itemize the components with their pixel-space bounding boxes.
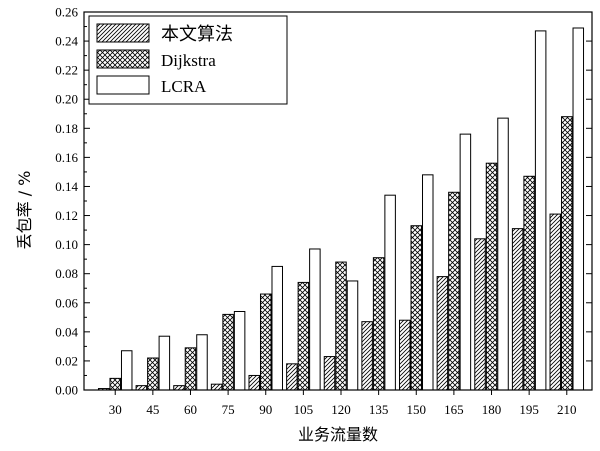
bar-dijkstra: [335, 261, 347, 391]
bar-lcra: [572, 27, 585, 391]
bar-lcra: [309, 248, 321, 391]
bar-lcra: [158, 335, 171, 391]
bar-benwen: [511, 228, 524, 391]
bar-lcra: [497, 117, 509, 391]
x-tick-label: 105: [294, 402, 314, 417]
bar-benwen: [135, 385, 148, 391]
bar-benwen: [436, 276, 449, 391]
y-axis-label: 丢包率 / %: [15, 171, 34, 250]
y-tick-label: 0.10: [55, 237, 78, 252]
x-tick-label: 195: [519, 402, 539, 417]
bar-dijkstra: [184, 347, 197, 391]
x-tick-label: 165: [444, 402, 464, 417]
x-tick-label: 150: [407, 402, 427, 417]
bar-lcra: [120, 350, 133, 391]
x-tick-label: 45: [146, 402, 159, 417]
y-tick-label: 0.24: [55, 34, 78, 49]
bar-dijkstra: [410, 225, 423, 391]
bar-dijkstra: [147, 357, 159, 391]
x-tick-label: 120: [331, 402, 351, 417]
bar-benwen: [361, 321, 373, 391]
bar-lcra: [422, 174, 434, 391]
bar-dijkstra: [485, 162, 498, 391]
legend-swatch-dijkstra: [96, 49, 150, 69]
bar-dijkstra: [109, 377, 121, 391]
legend-swatch-lcra: [96, 75, 150, 95]
legend-label-dijkstra: Dijkstra: [161, 51, 216, 70]
bar-benwen: [549, 213, 562, 391]
legend: 本文算法 Dijkstra LCRA: [88, 15, 288, 105]
x-tick-label: 30: [109, 402, 122, 417]
bar-dijkstra: [222, 313, 234, 391]
bar-dijkstra: [297, 281, 310, 391]
bar-dijkstra: [259, 293, 272, 391]
bar-lcra: [196, 334, 208, 391]
x-tick-label: 75: [222, 402, 235, 417]
legend-swatch-benwen: [96, 23, 150, 43]
x-axis: 30 45 60 75 90 105 120 135 150 165 180 195 210: [109, 390, 577, 417]
y-tick-label: 0.16: [55, 150, 78, 165]
bar-benwen: [286, 363, 298, 391]
y-tick-label: 0.22: [55, 63, 78, 78]
y-tick-label: 0.04: [55, 324, 78, 339]
y-tick-label: 0.18: [55, 121, 78, 136]
y-tick-label: 0.08: [55, 266, 78, 281]
y-tick-label: 0.02: [55, 353, 78, 368]
y-tick-label: 0.26: [55, 5, 78, 20]
bar-lcra: [346, 280, 359, 391]
y-tick-label: 0.00: [55, 383, 78, 398]
legend-label-lcra: LCRA: [161, 77, 207, 96]
bar-benwen: [248, 374, 260, 391]
y-tick-label: 0.06: [55, 295, 78, 310]
bar-dijkstra: [448, 191, 460, 391]
y-tick-label: 0.20: [55, 92, 78, 107]
bar-lcra: [384, 194, 396, 391]
bar-lcra: [271, 265, 283, 391]
bar-lcra: [534, 30, 547, 391]
bar-benwen: [173, 385, 185, 391]
bar-benwen: [210, 383, 223, 391]
x-tick-label: 180: [482, 402, 502, 417]
x-axis-label: 业务流量数: [298, 425, 378, 444]
bar-dijkstra: [372, 257, 385, 391]
bar-benwen: [474, 238, 486, 391]
bar-lcra: [459, 133, 472, 391]
x-tick-label: 90: [259, 402, 272, 417]
bars: [97, 27, 585, 391]
bar-dijkstra: [561, 116, 573, 391]
y-axis: 0.00 0.02 0.04 0.06 0.08 0.10 0.12 0.14 0.16 0.18…: [55, 5, 592, 398]
bar-benwen: [323, 356, 336, 391]
bar-lcra: [233, 310, 246, 391]
bar-dijkstra: [523, 175, 535, 391]
x-tick-label: 210: [557, 402, 577, 417]
y-tick-label: 0.14: [55, 179, 78, 194]
bar-benwen: [399, 319, 411, 391]
legend-label-benwen: 本文算法: [161, 24, 233, 45]
y-tick-label: 0.12: [55, 208, 78, 223]
x-tick-label: 135: [369, 402, 389, 417]
x-tick-label: 60: [184, 402, 197, 417]
